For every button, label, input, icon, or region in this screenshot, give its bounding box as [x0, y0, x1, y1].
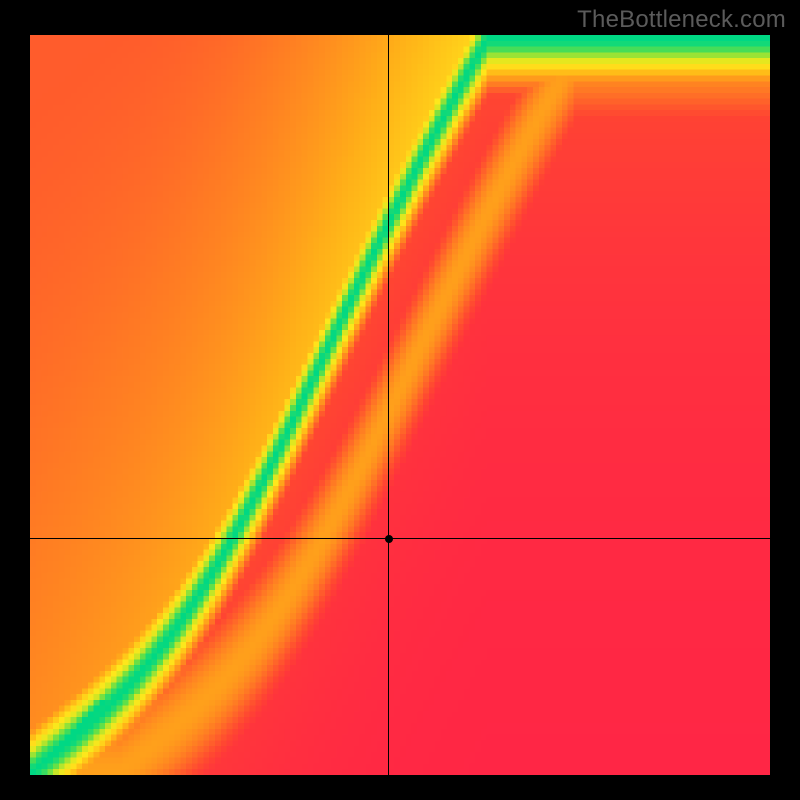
watermark-label: TheBottleneck.com	[577, 6, 786, 34]
heatmap-canvas	[30, 35, 770, 775]
plot-area	[30, 35, 770, 775]
chart-container: TheBottleneck.com	[0, 0, 800, 800]
